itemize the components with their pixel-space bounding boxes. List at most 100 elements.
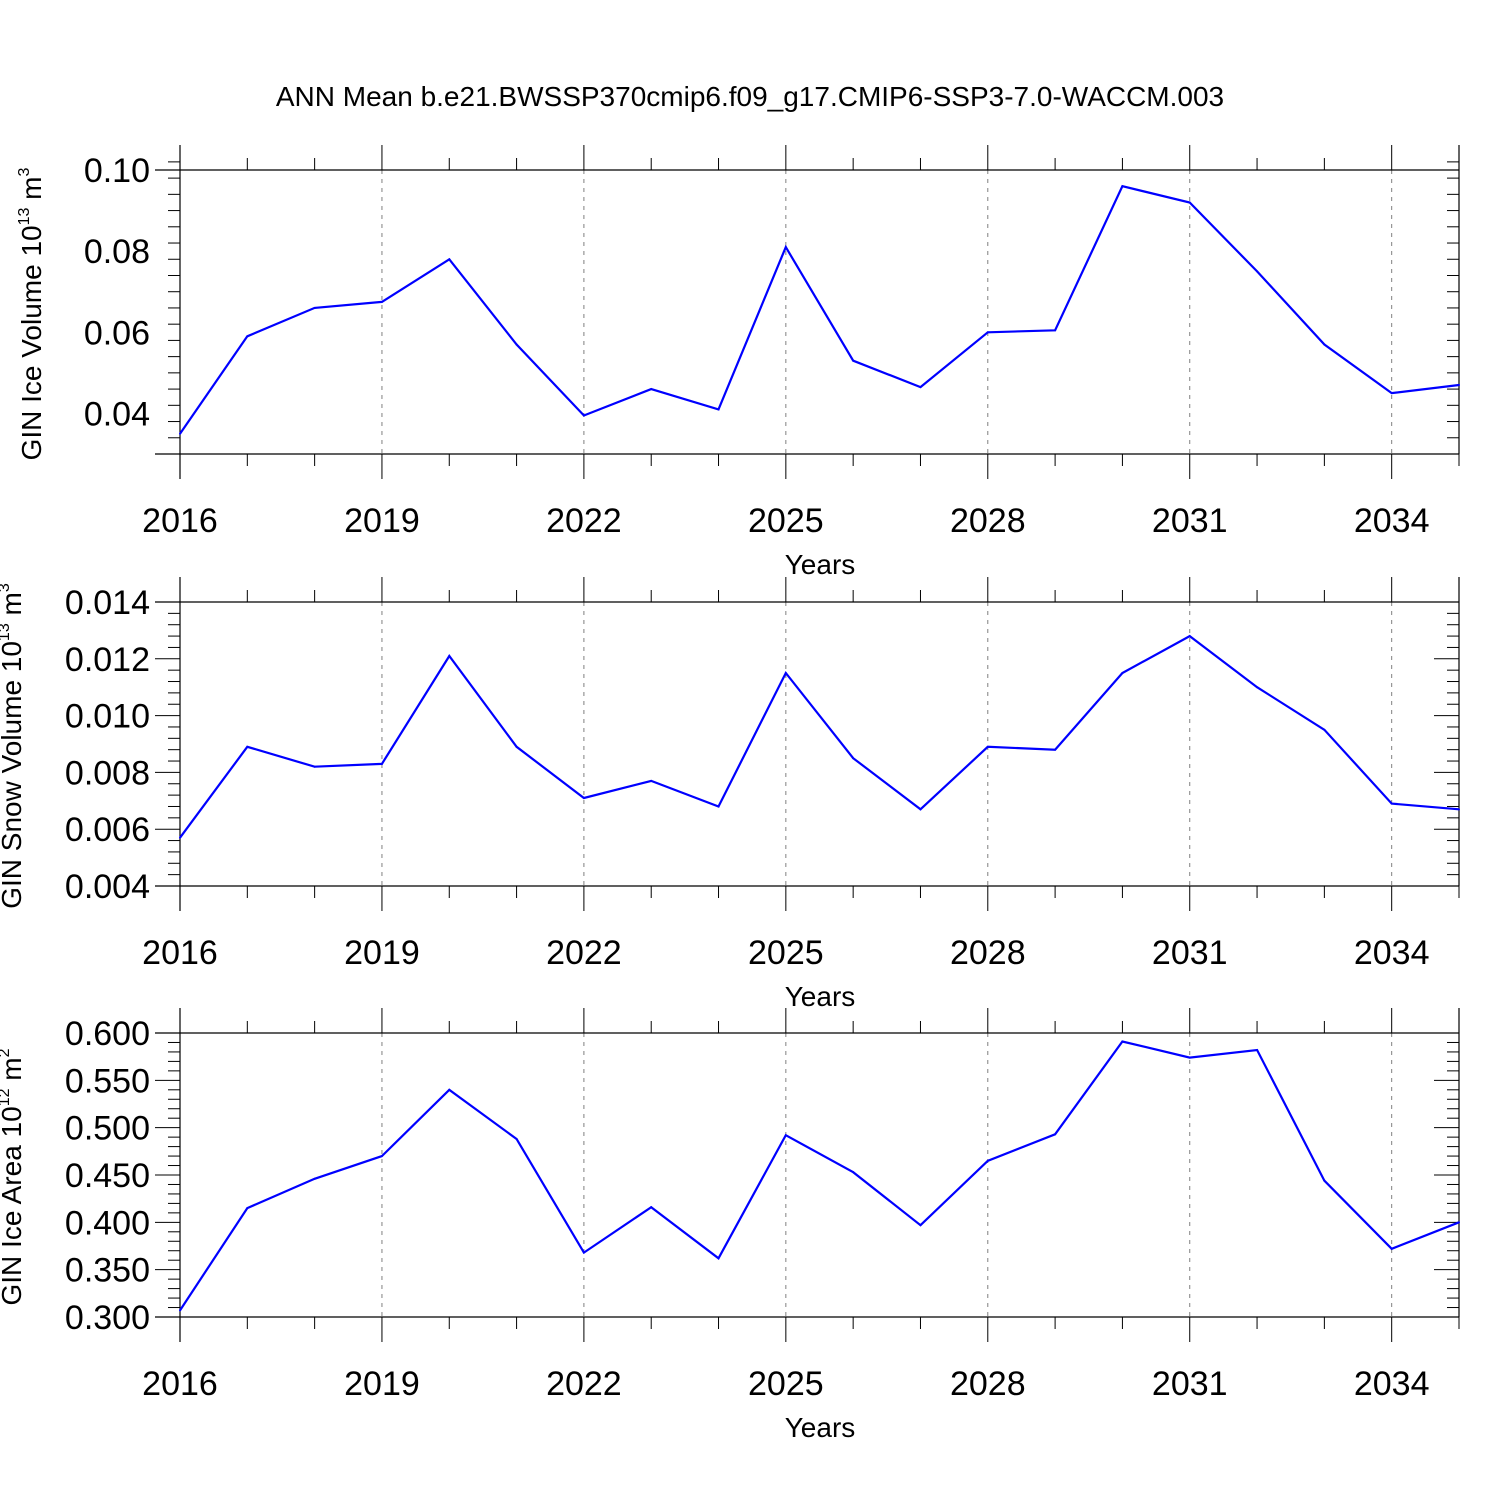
y-tick-label: 0.350 [65, 1252, 150, 1290]
data-point [1121, 672, 1124, 674]
y-tick-label: 0.10 [84, 152, 150, 190]
data-point [1121, 185, 1124, 188]
data-point [1390, 802, 1393, 805]
x-tick-label: 2028 [950, 934, 1026, 972]
data-point [448, 258, 451, 261]
y-tick-label: 0.04 [84, 395, 150, 433]
x-tick-label: 2031 [1152, 502, 1228, 540]
data-point [380, 1155, 383, 1158]
data-point [380, 762, 383, 765]
x-tick-label: 2022 [546, 1365, 622, 1403]
data-point [1188, 635, 1191, 638]
y-tick-label: 0.550 [65, 1062, 150, 1100]
data-point [986, 1159, 989, 1162]
data-point [380, 300, 383, 303]
x-tick-label: 2016 [142, 934, 218, 972]
data-point [1323, 1179, 1326, 1182]
y-axis-label-unit-sup: 2 [0, 1048, 13, 1057]
data-point [717, 1257, 720, 1260]
data-point [1458, 808, 1460, 811]
data-point [1054, 1133, 1057, 1136]
x-tick-label: 2019 [344, 934, 420, 972]
x-tick-label: 2019 [344, 502, 420, 540]
x-tick-label: 2031 [1152, 1365, 1228, 1403]
x-tick-label: 2019 [344, 1365, 420, 1403]
data-point [919, 386, 922, 389]
data-point [1188, 1056, 1191, 1059]
x-tick-label: 2022 [546, 502, 622, 540]
y-tick-label: 0.450 [65, 1157, 150, 1195]
data-point [919, 808, 922, 811]
x-axis-label: Years [785, 549, 856, 580]
data-point [852, 1171, 855, 1174]
x-tick-label: 2028 [950, 1365, 1026, 1403]
data-point [313, 306, 316, 309]
data-point [448, 654, 451, 657]
x-tick-label: 2025 [748, 502, 824, 540]
data-point [1256, 270, 1259, 273]
y-axis-label-sup: 12 [0, 1088, 13, 1106]
y-axis-label-unit-sup: 3 [0, 583, 13, 592]
y-tick-label: 0.010 [65, 698, 150, 736]
data-point [1054, 748, 1057, 751]
x-tick-label: 2028 [950, 502, 1026, 540]
data-point [515, 745, 518, 748]
panels: 2016 2019 2022 2025 2028 2031 2034 0.04 0.06 0.08… [0, 145, 1460, 1443]
y-tick-label: 0.600 [65, 1015, 150, 1053]
y-axis-label-sup: 13 [16, 208, 33, 226]
y-axis-label-unit-sup: 3 [16, 167, 33, 176]
y-axis-label-sup: 13 [0, 623, 13, 641]
data-point [246, 745, 249, 748]
data-point [1256, 686, 1259, 689]
data-point [784, 246, 787, 249]
y-axis-label-main: GIN Snow Volume 10 [0, 641, 27, 909]
y-tick-label: 0.06 [84, 314, 150, 352]
x-tick-label: 2016 [142, 1365, 218, 1403]
data-point [986, 331, 989, 334]
data-point [179, 836, 181, 839]
x-tick-label: 2031 [1152, 934, 1228, 972]
data-point [852, 757, 855, 760]
y-tick-label: 0.500 [65, 1110, 150, 1148]
series-line [179, 634, 1460, 839]
data-point [1323, 728, 1326, 731]
x-axis-label: Years [785, 981, 856, 1012]
data-point [717, 408, 720, 411]
y-tick-label: 0.300 [65, 1299, 150, 1337]
x-tick-label: 2034 [1354, 934, 1430, 972]
data-point [1256, 1049, 1259, 1052]
x-axis-label: Years [785, 1412, 856, 1443]
y-tick-label: 0.008 [65, 754, 150, 792]
x-tick-label: 2034 [1354, 502, 1430, 540]
x-tick-label: 2016 [142, 502, 218, 540]
y-axis-label: GIN Ice Area 1012 m2 [0, 1048, 27, 1305]
data-point [246, 335, 249, 338]
x-tick-label: 2025 [748, 1365, 824, 1403]
data-point [246, 1207, 249, 1210]
data-point [986, 745, 989, 748]
y-axis-label-main: GIN Ice Area 10 [0, 1106, 27, 1305]
y-tick-label: 0.08 [84, 233, 150, 271]
data-point [1121, 1040, 1124, 1043]
data-point [650, 388, 653, 391]
figure-title: ANN Mean b.e21.BWSSP370cmip6.f09_g17.CMI… [276, 81, 1224, 112]
data-point [582, 796, 585, 799]
y-axis-label-unit: m [16, 176, 47, 207]
data-point [515, 1138, 518, 1141]
data-point [919, 1224, 922, 1227]
y-axis-label-main: GIN Ice Volume 10 [16, 225, 47, 460]
data-point [179, 432, 181, 435]
data-point [1188, 201, 1191, 204]
chart-panel-3: 2016 2019 2022 2025 2028 2031 2034 0.300 0.350 0.… [0, 1008, 1460, 1443]
y-axis-label: GIN Ice Volume 1013 m3 [16, 167, 47, 460]
y-tick-label: 0.014 [65, 584, 150, 622]
x-tick-label: 2034 [1354, 1365, 1430, 1403]
y-axis-label-unit: m [0, 592, 27, 623]
data-point [313, 765, 316, 768]
data-point [515, 343, 518, 346]
data-point [717, 805, 720, 808]
data-point [650, 1206, 653, 1209]
y-tick-label: 0.012 [65, 641, 150, 679]
data-point [1323, 343, 1326, 346]
chart-panel-1: 2016 2019 2022 2025 2028 2031 2034 0.04 0.06 0.08… [16, 145, 1460, 580]
